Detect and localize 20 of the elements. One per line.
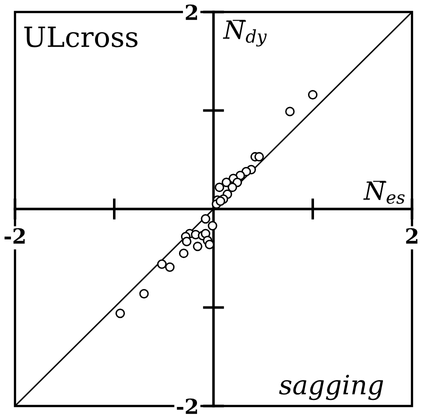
y-axis-title: N̅$_{dy}$ — [222, 20, 267, 46]
point — [214, 182, 224, 192]
point — [204, 240, 214, 250]
point — [285, 106, 295, 116]
point — [178, 248, 188, 258]
point — [182, 236, 192, 246]
point — [208, 221, 218, 230]
point — [308, 90, 318, 100]
point — [192, 242, 202, 252]
annotation: ULcross — [24, 26, 138, 48]
point — [139, 288, 149, 298]
point — [165, 262, 175, 272]
point — [254, 152, 264, 162]
annotation: sagging — [279, 374, 384, 400]
x-axis-title: N̅$_{es}$ — [363, 180, 405, 204]
point — [115, 308, 125, 318]
point — [228, 182, 238, 192]
point — [216, 196, 226, 206]
point — [157, 259, 167, 269]
point — [200, 214, 210, 224]
